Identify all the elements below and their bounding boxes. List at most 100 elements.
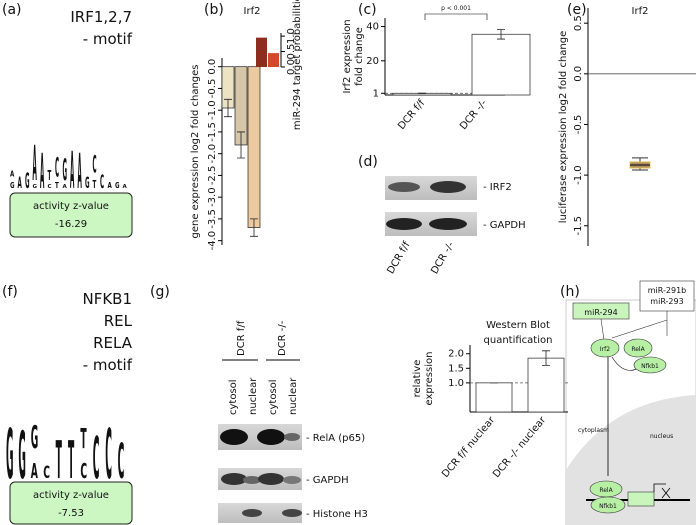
bar xyxy=(475,382,513,413)
y2-tick-label: 0.0 xyxy=(286,59,297,75)
activity-label: activity z-value xyxy=(33,490,109,501)
y-axis-label: fold change xyxy=(354,27,365,86)
condition-label: DCR -/- xyxy=(277,320,288,356)
whisker xyxy=(632,157,648,162)
logo-letter: A xyxy=(10,169,15,178)
bar xyxy=(268,53,279,67)
y-tick-label: -3.5 xyxy=(207,209,218,229)
fraction-label: nuclear xyxy=(248,377,259,415)
y-tick-label: 20 xyxy=(366,56,379,67)
y-tick-label: 0.0 xyxy=(207,59,218,75)
logo-letter: T xyxy=(93,179,97,192)
activity-box xyxy=(9,481,133,525)
y-tick-label: 1.0 xyxy=(448,378,464,389)
logo-letter: G xyxy=(6,415,14,495)
fraction-label: cytosol xyxy=(228,379,239,415)
y2-axis-label: miR-294 target probabilities xyxy=(292,0,303,130)
error-bar xyxy=(250,218,258,237)
y-tick-label: -1.5 xyxy=(573,216,584,236)
y-tick-label: -4.0 xyxy=(207,231,218,251)
y-tick-label: 1.5 xyxy=(448,363,464,374)
logo-letter: G xyxy=(18,418,26,494)
logo-letter: A xyxy=(33,137,37,193)
bar xyxy=(471,33,531,96)
activity-value: -7.53 xyxy=(58,508,84,519)
compartment-label: nucleus xyxy=(650,433,673,440)
logo-letter: A xyxy=(108,181,113,190)
logo-letter: C xyxy=(93,424,100,492)
x-tick-label: DCR f/f xyxy=(396,98,427,132)
logo-letter: A xyxy=(63,184,68,190)
motif-title: REL xyxy=(104,312,133,330)
logo-letter: G xyxy=(33,184,38,190)
node-label: Nfkb1 xyxy=(641,363,659,370)
node-label: Irf2 xyxy=(600,346,610,353)
node-label: miR-294 xyxy=(584,308,617,317)
panel-label: (e) xyxy=(567,2,587,18)
node-label: RelA xyxy=(599,487,613,494)
logo-letter: T xyxy=(55,181,59,190)
logo-letter: T xyxy=(48,170,52,184)
x-tick-label: DCR -/- xyxy=(458,98,489,132)
panel-label: (c) xyxy=(358,2,377,18)
band-label: - IRF2 xyxy=(483,182,512,193)
logo-letter: G xyxy=(10,181,15,190)
logo-letter: C xyxy=(105,415,112,495)
y2-tick-label: 0.5 xyxy=(286,44,297,60)
blot-d xyxy=(385,176,477,236)
activity-label: activity z-value xyxy=(33,201,109,212)
compartment-label: cytoplasm xyxy=(578,427,609,434)
annotation: p < 0.001 xyxy=(441,5,471,12)
y-tick-label: -0.5 xyxy=(207,79,218,99)
y-tick-label: -2.0 xyxy=(207,144,218,164)
chart-title: Irf2 xyxy=(244,6,261,17)
y-tick-label: -1.5 xyxy=(207,122,218,142)
logo-letter: G xyxy=(115,181,120,190)
node-label: Nfkb1 xyxy=(599,503,617,510)
bar xyxy=(247,66,261,228)
motif-title: - motif xyxy=(83,356,133,374)
node-label: RelA xyxy=(631,346,645,353)
motif-title: NFKB1 xyxy=(82,290,132,308)
node-label: miR-293 xyxy=(650,297,683,306)
y-tick-label: 0.5 xyxy=(573,15,584,31)
y2-tick-label: 1.0 xyxy=(286,28,297,44)
motif-title: RELA xyxy=(93,334,133,352)
logo-letter: C xyxy=(55,151,59,183)
logo-letter: G xyxy=(31,421,39,456)
x-tick-label: DCR f/f nuclear xyxy=(440,414,498,480)
y-tick-label: 2.0 xyxy=(448,349,464,360)
logo-letter: A xyxy=(123,184,128,190)
fraction-label: nuclear xyxy=(288,377,299,415)
condition-label: DCR f/f xyxy=(236,320,247,356)
error-bar xyxy=(224,98,232,118)
bar xyxy=(256,37,267,67)
logo-letter: G xyxy=(63,152,68,187)
y-axis-label: Irf2 expression xyxy=(342,19,353,93)
logo-letter: G xyxy=(25,169,30,194)
band-label: - Histone H3 xyxy=(306,509,368,520)
panel-label: (g) xyxy=(150,284,170,300)
logo-letter: C xyxy=(100,172,104,194)
y-axis-label: gene expression log2 fold changes xyxy=(190,64,201,238)
y-axis-label: luciferase expression log2 fold change xyxy=(558,31,569,224)
bar xyxy=(527,357,565,413)
logo-letter: A xyxy=(31,459,39,484)
panel-label: (f) xyxy=(2,284,18,300)
logo-letter: A xyxy=(70,140,74,200)
y-axis-label: relative xyxy=(412,360,423,398)
y-tick-label: 0.0 xyxy=(573,66,584,82)
y-tick-label: -2.5 xyxy=(207,166,218,186)
lane-label: DCR f/f xyxy=(385,240,412,276)
activity-value: -16.29 xyxy=(55,219,87,230)
logo-letter: A xyxy=(40,144,44,200)
band-label: - GAPDH xyxy=(306,475,349,486)
lane-label: DCR -/- xyxy=(429,240,456,276)
chart-title: Western Blot xyxy=(486,320,550,331)
panel-label: (d) xyxy=(358,154,378,170)
x-tick-label: DCR -/- nuclear xyxy=(491,414,549,480)
logo-letter: C xyxy=(48,184,52,190)
logo-letter: C xyxy=(80,459,87,484)
chart-title: quantification xyxy=(484,335,553,346)
logo-letter: T xyxy=(56,431,62,491)
